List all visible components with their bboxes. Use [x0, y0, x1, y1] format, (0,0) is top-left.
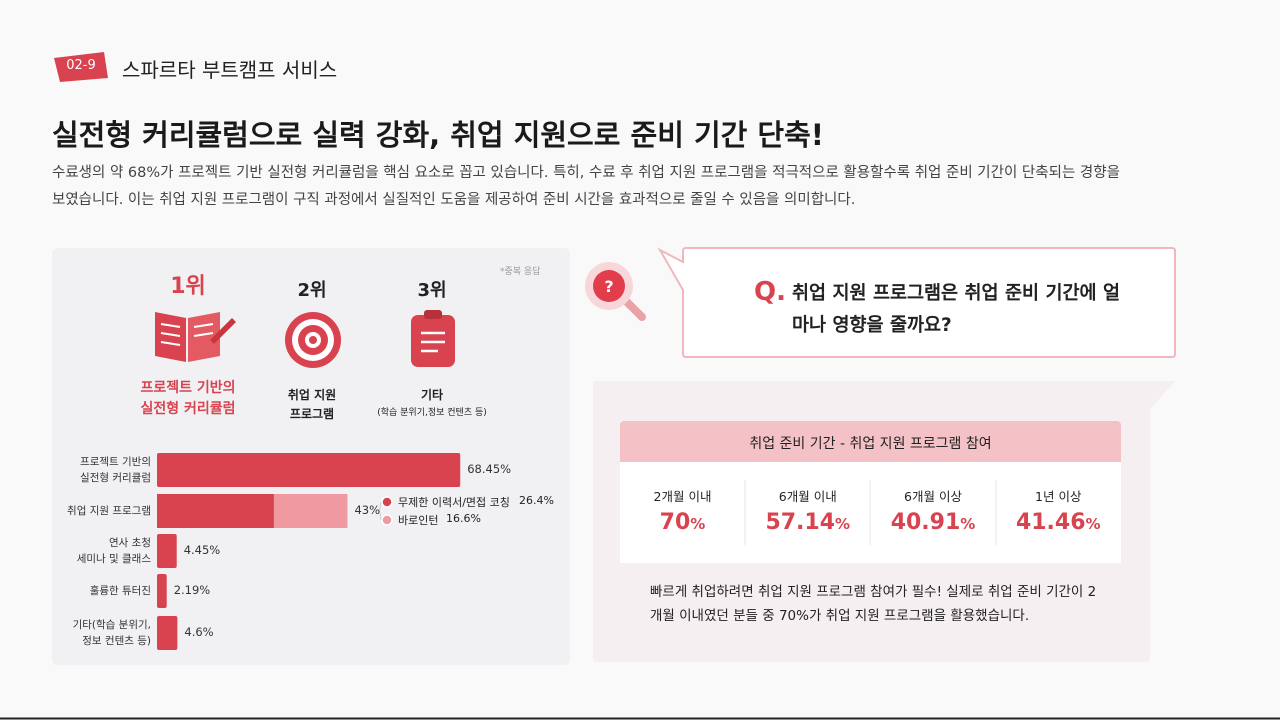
target-icon [285, 312, 341, 368]
bar [157, 534, 177, 568]
clipboard-icon [411, 310, 455, 367]
bar-segment [273, 494, 348, 528]
question: 취업 지원 프로그램은 취업 준비 기간에 얼마나 영향을 줄까요? [792, 283, 1120, 336]
description: 수료생의 약 68%가 프로젝트 기반 실전형 커리큘럼을 핵심 요소로 꼽고 … [52, 165, 1120, 208]
legend-connector [378, 501, 382, 512]
column-label: 2개월 이내 [653, 489, 712, 504]
legend-connector [378, 510, 382, 521]
title: 실전형 커리큘럼으로 실력 강화, 취업 지원으로 준비 기간 단축! [52, 118, 825, 152]
note: *중복 응답 [500, 267, 541, 277]
value-label: 4.6% [184, 625, 214, 639]
legend-label: 바로인턴 [398, 514, 439, 527]
bar-area [157, 453, 461, 650]
column-value: 70% [620, 510, 745, 535]
bar [157, 574, 167, 608]
category-label: 취업 지원 프로그램 [67, 505, 151, 517]
column-value: 57.14% [745, 510, 870, 535]
badge-shape [54, 52, 108, 82]
value-label: 43% [354, 503, 381, 517]
column-label: 1년 이상 [1035, 489, 1082, 504]
svg-text:?: ? [604, 277, 613, 296]
table-header-bg [620, 421, 1121, 465]
value-label: 68.45% [467, 462, 512, 476]
value-number: 70 [659, 510, 691, 535]
rank-label: 취업 지원 프로그램 [287, 388, 337, 421]
value-unit: % [1085, 515, 1101, 533]
legend-dot [381, 496, 393, 508]
bar [157, 453, 461, 487]
bar-segment [157, 494, 274, 528]
column-label: 6개월 이내 [778, 489, 837, 504]
section-title: 스파르타 부트캠프 서비스 [122, 58, 338, 82]
segment-value-label: 16.6% [446, 512, 481, 525]
rank: 1위 [170, 274, 206, 299]
badge: 02-9 [66, 58, 96, 73]
category-label: 훌륭한 튜터진 [89, 585, 151, 597]
column-value: 40.91% [871, 510, 996, 535]
category-label: 연사 초청 세미나 및 클래스 [76, 537, 151, 565]
bar [157, 616, 178, 650]
value-number: 41.46 [1015, 510, 1086, 535]
table-dividers [744, 480, 997, 545]
category-label: 기타(학습 분위기, 정보 컨텐츠 등) [72, 619, 151, 647]
rank: 2위 [297, 280, 327, 301]
legend-label: 무제한 이력서/면접 코칭 [398, 496, 510, 509]
value-unit: % [835, 515, 851, 533]
value-label: 4.45% [183, 543, 221, 557]
column-label: 6개월 이상 [904, 489, 962, 504]
rank-sublabel: (학습 분위기,정보 컨텐츠 등) [377, 408, 487, 418]
book-icon [155, 312, 236, 362]
value-label: 2.19% [173, 583, 211, 597]
value-unit: % [690, 515, 706, 533]
category-label: 프로젝트 기반의 실전형 커리큘럼 [80, 456, 151, 484]
magnifier-icon: ? [585, 262, 646, 321]
rank-label: 기타 [420, 388, 444, 402]
column-value: 41.46% [996, 510, 1121, 535]
value-number: 57.14 [765, 510, 836, 535]
bar-chart: 프로젝트 기반의 실전형 커리큘럼 68.45% 취업 지원 프로그램 무제한 이력서… [0, 0, 600, 700]
question-bubble [657, 247, 1176, 358]
legend-dot [381, 514, 393, 526]
value-number: 40.91 [890, 510, 961, 535]
segment-value-label: 26.4% [519, 494, 554, 507]
summary: 빠르게 취업하려면 취업 지원 프로그램 참여가 필수! 실제로 취업 준비 기… [650, 584, 1097, 624]
value-unit: % [960, 515, 976, 533]
rank-label: 프로젝트 기반의 실전형 커리큘럼 [140, 380, 236, 417]
question-mark: Q. [754, 277, 786, 307]
rank: 3위 [417, 280, 447, 301]
table-title: 취업 준비 기간 - 취업 지원 프로그램 참여 [749, 436, 992, 452]
